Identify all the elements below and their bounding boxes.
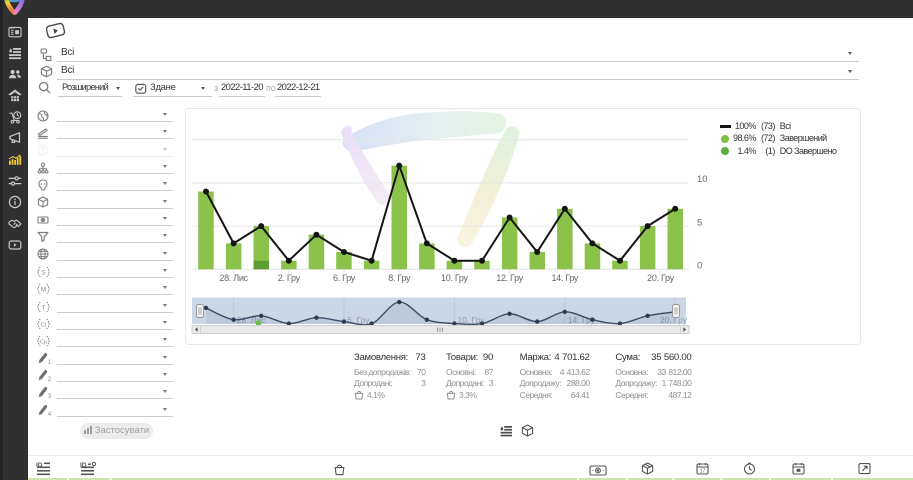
- svg-text:12. Гру: 12. Гру: [496, 273, 523, 283]
- svg-text:6. Гру: 6. Гру: [347, 315, 370, 325]
- svg-text:0: 0: [697, 261, 702, 272]
- svg-text:S: S: [41, 269, 46, 276]
- svg-text:14. Гру: 14. Гру: [551, 273, 578, 283]
- svg-text:6. Гру: 6. Гру: [333, 273, 356, 283]
- svg-text:2: 2: [48, 377, 51, 382]
- svg-text:10. Гру: 10. Гру: [441, 273, 468, 283]
- svg-text:1: 1: [48, 360, 51, 365]
- svg-text:2. Гру: 2. Гру: [278, 273, 301, 283]
- svg-text:14. Гру: 14. Гру: [568, 315, 596, 325]
- svg-text:10: 10: [697, 174, 708, 185]
- svg-text:8. Гру: 8. Гру: [388, 273, 411, 283]
- svg-text:ID: ID: [36, 462, 43, 469]
- svg-text:T: T: [42, 304, 46, 311]
- svg-text:5: 5: [697, 217, 702, 228]
- svg-text:17: 17: [700, 469, 706, 475]
- svg-text:10. Гру: 10. Гру: [457, 315, 485, 325]
- svg-text:4: 4: [48, 412, 51, 417]
- svg-text:20. Гру: 20. Гру: [660, 315, 688, 325]
- svg-text:Cp: Cp: [40, 339, 47, 345]
- svg-text:28. Лис: 28. Лис: [219, 273, 248, 283]
- svg-text:M: M: [41, 286, 46, 293]
- svg-text:20. Гру: 20. Гру: [647, 273, 674, 283]
- svg-text:3: 3: [48, 394, 51, 399]
- svg-text:ID: ID: [80, 462, 87, 469]
- svg-text:Ct: Ct: [41, 322, 47, 328]
- svg-text:28. Лис: 28. Лис: [237, 315, 267, 325]
